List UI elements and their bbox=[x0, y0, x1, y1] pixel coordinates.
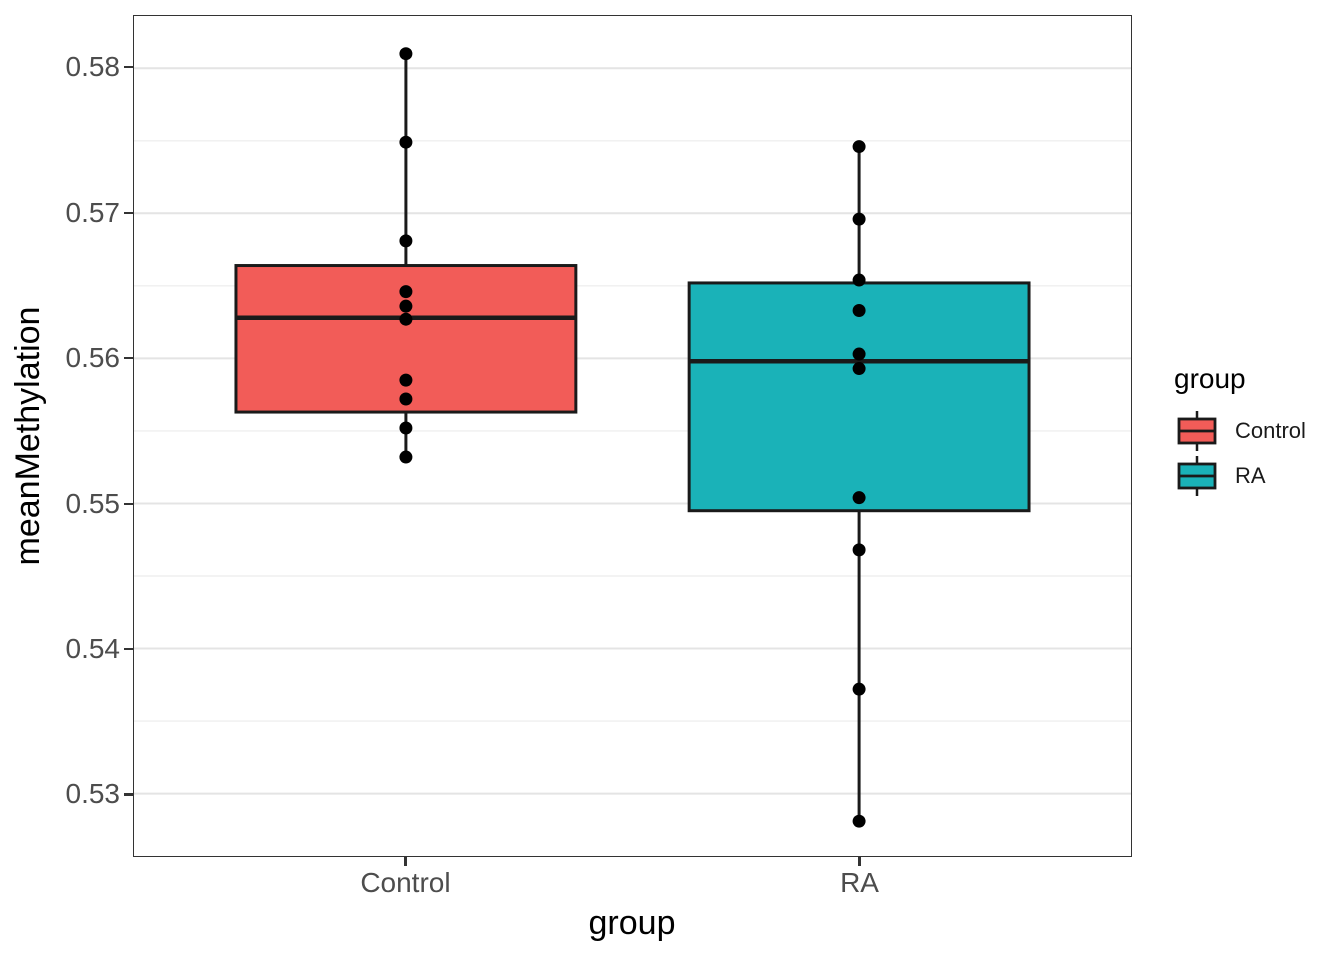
control-data-point bbox=[399, 299, 413, 313]
ra-data-point bbox=[852, 347, 866, 361]
control-data-point bbox=[399, 421, 413, 435]
y-axis-title: meanMethylation bbox=[9, 306, 47, 566]
legend-label-ra: RA bbox=[1235, 463, 1266, 488]
y-tick-label: 0.54 bbox=[65, 633, 121, 665]
legend-item-ra: RA bbox=[1176, 455, 1344, 497]
y-tick-mark bbox=[124, 66, 133, 69]
ra-data-point bbox=[852, 273, 866, 287]
ra-data-point bbox=[852, 304, 866, 317]
legend-label-control: Control bbox=[1235, 418, 1306, 443]
boxplot-key-icon bbox=[1177, 411, 1217, 451]
plot-panel bbox=[133, 15, 1132, 857]
y-tick-mark bbox=[124, 793, 133, 796]
control-data-point bbox=[399, 450, 413, 464]
ra-data-point bbox=[852, 491, 866, 505]
control-data-point bbox=[399, 285, 413, 299]
y-tick-mark bbox=[124, 502, 133, 505]
x-tick-label-ra: RA bbox=[840, 867, 879, 898]
ra-box bbox=[687, 281, 1031, 513]
y-tick-mark bbox=[124, 211, 133, 214]
y-tick-label: 0.55 bbox=[65, 487, 121, 519]
ra-data-point bbox=[852, 543, 866, 557]
y-tick-label: 0.58 bbox=[65, 51, 121, 83]
control-data-point bbox=[399, 392, 413, 406]
legend-item-control: Control bbox=[1176, 410, 1344, 452]
boxplot-key-icon bbox=[1177, 456, 1217, 496]
x-tick-label-control: Control bbox=[360, 867, 451, 898]
ra-data-point bbox=[852, 212, 866, 226]
control-data-point bbox=[399, 47, 413, 61]
boxplot-canvas bbox=[134, 47, 1131, 828]
control-data-point bbox=[399, 373, 413, 387]
y-tick-label: 0.53 bbox=[65, 778, 121, 810]
y-tick-mark bbox=[124, 357, 133, 360]
ra-data-point bbox=[852, 140, 866, 154]
y-tick-label: 0.56 bbox=[65, 342, 121, 374]
ra-data-point bbox=[852, 682, 866, 696]
y-tick-label: 0.57 bbox=[65, 196, 121, 228]
x-tick-mark bbox=[404, 857, 407, 866]
legend-title: group bbox=[1174, 363, 1246, 394]
control-data-point bbox=[399, 135, 413, 149]
control-data-point bbox=[399, 234, 413, 248]
legend: group Control RA bbox=[1170, 362, 1344, 500]
ra-data-point bbox=[852, 814, 866, 828]
ra-data-point bbox=[852, 362, 866, 376]
y-tick-mark bbox=[124, 647, 133, 651]
x-axis-title: group bbox=[588, 904, 676, 942]
x-tick-mark bbox=[858, 857, 861, 866]
control-data-point bbox=[399, 312, 413, 326]
